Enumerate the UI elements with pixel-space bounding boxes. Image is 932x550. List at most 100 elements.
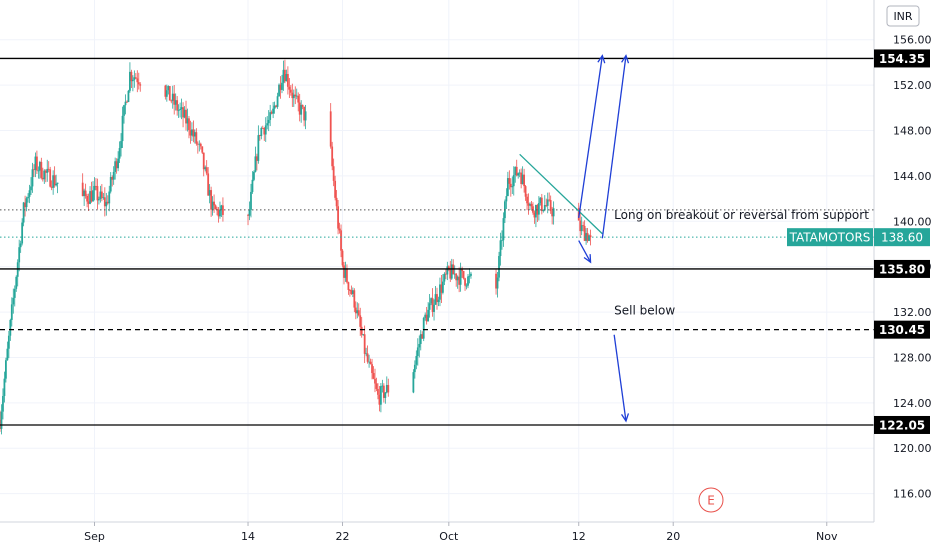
candle-body xyxy=(171,93,174,101)
candle-body xyxy=(588,235,590,241)
candle-body xyxy=(222,205,224,215)
candle-body xyxy=(385,384,388,393)
candle-body xyxy=(199,143,202,147)
candle-body xyxy=(350,290,353,294)
candle-body xyxy=(136,78,139,83)
candle-body xyxy=(430,298,432,304)
x-tick-label: 14 xyxy=(241,530,255,543)
candle-body xyxy=(177,110,180,111)
candle-body xyxy=(100,191,103,198)
candle-body xyxy=(112,171,115,180)
candle-body xyxy=(450,264,453,279)
candle-body xyxy=(207,173,210,196)
time-axis[interactable]: Sep 14 22 Oct 12 20 Nov xyxy=(84,522,838,543)
candle-body xyxy=(31,169,34,187)
candle-body xyxy=(434,294,437,305)
y-tick-label: 152.00 xyxy=(893,79,932,92)
candle-body xyxy=(13,288,16,298)
candle-body xyxy=(335,197,338,207)
candle-body xyxy=(377,388,379,395)
x-tick-label: Nov xyxy=(816,530,838,543)
candle-body xyxy=(338,228,341,231)
candle-body xyxy=(92,190,94,202)
candle-body xyxy=(462,270,465,279)
candle-body xyxy=(27,196,29,199)
candle-body xyxy=(453,273,456,275)
candle-body xyxy=(542,209,545,212)
candle-body xyxy=(130,71,133,82)
candle-body xyxy=(356,310,359,314)
x-tick-label: 22 xyxy=(336,530,350,543)
candle-body xyxy=(121,115,124,142)
level-price-label: 154.35 xyxy=(879,52,925,66)
candle-body xyxy=(539,197,542,204)
candle-body xyxy=(55,183,58,186)
candle-body xyxy=(124,101,127,106)
candle-body xyxy=(103,197,106,207)
currency-label: INR xyxy=(893,10,912,23)
candle-body xyxy=(276,96,279,107)
candle-body xyxy=(540,197,543,212)
candle-body xyxy=(202,152,205,170)
arrow-line[interactable] xyxy=(578,55,603,218)
candle-body xyxy=(30,186,32,191)
candle-body xyxy=(523,174,526,187)
arrow-line[interactable] xyxy=(578,240,592,263)
arrow-line[interactable] xyxy=(613,334,627,422)
candle-body xyxy=(95,185,97,187)
candle-body xyxy=(10,304,13,320)
candle-body xyxy=(442,281,444,293)
horizontal-levels[interactable] xyxy=(0,57,874,426)
currency-badge: INR xyxy=(886,5,920,27)
candle-body xyxy=(508,178,511,184)
candle-body xyxy=(102,197,105,199)
candle-body xyxy=(368,361,370,363)
candle-body xyxy=(127,90,130,103)
earnings-marker-label: E xyxy=(707,494,715,508)
candle-body xyxy=(50,186,53,188)
candle-body xyxy=(332,166,335,181)
candle-body xyxy=(90,191,93,202)
candle-body xyxy=(174,100,177,105)
candle-body xyxy=(384,392,387,398)
candle-body xyxy=(589,235,592,238)
candle-body xyxy=(353,290,356,308)
candle-body xyxy=(192,129,195,137)
candle-body xyxy=(191,129,193,136)
arrow-head xyxy=(583,254,592,264)
candle-body xyxy=(46,168,49,173)
candle-body xyxy=(186,118,189,124)
candle-body xyxy=(288,86,291,90)
candle-body xyxy=(86,195,89,202)
price-axis[interactable]: 156.00152.00148.00144.00140.00136.00132.… xyxy=(893,0,932,501)
candle-body xyxy=(419,334,422,344)
candle-body xyxy=(208,190,211,196)
candle-body xyxy=(464,278,466,286)
candle-body xyxy=(362,334,365,336)
candle-body xyxy=(372,373,375,379)
arrow-line[interactable] xyxy=(601,55,627,239)
candle-body xyxy=(418,343,421,348)
candle-body xyxy=(518,172,521,174)
earnings-marker[interactable]: E xyxy=(698,487,724,513)
candle-body xyxy=(427,309,430,322)
candle-body xyxy=(133,77,136,80)
candle-body xyxy=(179,109,182,111)
level-price-label: 135.80 xyxy=(879,262,925,276)
candle-body xyxy=(5,360,7,379)
candle-body xyxy=(205,167,208,174)
candle-body xyxy=(348,289,351,291)
candle-body xyxy=(204,167,207,170)
candle-body xyxy=(301,104,304,107)
drawings[interactable] xyxy=(519,54,630,423)
candle-body xyxy=(585,233,588,241)
candle-body xyxy=(334,180,337,198)
trendline[interactable] xyxy=(519,153,603,235)
last-price-tag xyxy=(874,228,930,247)
candle-body xyxy=(168,86,171,101)
candle-body xyxy=(512,175,515,187)
candle-body xyxy=(38,161,41,171)
candle-body xyxy=(505,196,508,202)
candle-body xyxy=(289,89,292,93)
